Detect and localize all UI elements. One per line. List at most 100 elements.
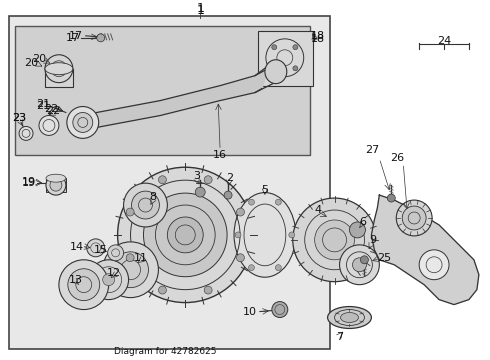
Circle shape	[396, 200, 432, 236]
Circle shape	[275, 265, 281, 271]
Circle shape	[39, 116, 59, 135]
Text: 4: 4	[314, 205, 321, 215]
Text: Diagram for 42782625: Diagram for 42782625	[114, 347, 217, 356]
Circle shape	[51, 61, 67, 77]
Circle shape	[126, 208, 134, 216]
Circle shape	[315, 220, 354, 260]
Circle shape	[237, 254, 245, 262]
Text: 12: 12	[106, 268, 121, 278]
Circle shape	[45, 55, 73, 83]
Ellipse shape	[45, 63, 73, 75]
Circle shape	[272, 66, 277, 71]
Bar	[46, 178, 66, 192]
Circle shape	[293, 198, 376, 282]
Circle shape	[118, 167, 253, 302]
Text: 19: 19	[22, 178, 36, 188]
Text: 16: 16	[213, 150, 227, 160]
Text: 3: 3	[193, 171, 200, 181]
Circle shape	[340, 245, 379, 285]
Text: 5: 5	[261, 185, 269, 195]
Text: 1: 1	[196, 3, 204, 15]
Text: 13: 13	[69, 275, 83, 285]
Circle shape	[402, 206, 426, 230]
Circle shape	[144, 193, 227, 277]
Text: 9: 9	[369, 235, 376, 245]
Circle shape	[293, 66, 298, 71]
Circle shape	[103, 274, 115, 286]
Text: 22: 22	[44, 104, 58, 113]
Circle shape	[113, 252, 148, 288]
Text: 19: 19	[22, 177, 36, 187]
Circle shape	[46, 175, 66, 195]
Text: 17: 17	[66, 33, 80, 43]
Circle shape	[108, 245, 123, 261]
Circle shape	[103, 242, 158, 298]
Circle shape	[73, 112, 93, 132]
Text: 24: 24	[437, 36, 451, 46]
Circle shape	[126, 254, 134, 262]
Text: 20: 20	[24, 58, 38, 68]
Circle shape	[50, 179, 62, 191]
Circle shape	[168, 217, 203, 253]
Circle shape	[248, 265, 254, 271]
Circle shape	[293, 45, 298, 50]
Circle shape	[131, 191, 159, 219]
Circle shape	[158, 286, 167, 294]
Text: 18: 18	[311, 34, 325, 44]
Circle shape	[419, 250, 449, 280]
Circle shape	[224, 191, 232, 199]
Circle shape	[68, 269, 99, 301]
Text: 21: 21	[36, 100, 50, 111]
Circle shape	[89, 260, 128, 300]
Text: 10: 10	[243, 306, 257, 316]
Circle shape	[387, 194, 395, 202]
Ellipse shape	[341, 312, 359, 323]
Polygon shape	[371, 195, 479, 305]
Text: 2: 2	[226, 173, 234, 183]
Text: 25: 25	[377, 253, 392, 263]
Circle shape	[204, 286, 212, 294]
Ellipse shape	[234, 193, 296, 277]
Circle shape	[67, 107, 98, 138]
Text: 6: 6	[359, 217, 366, 227]
Bar	[258, 31, 313, 86]
Text: 20: 20	[32, 54, 46, 64]
Bar	[15, 26, 310, 155]
Text: 26: 26	[390, 153, 404, 163]
Circle shape	[235, 232, 241, 238]
Circle shape	[248, 199, 254, 205]
Text: 18: 18	[311, 31, 325, 41]
Polygon shape	[81, 69, 268, 130]
Circle shape	[123, 183, 168, 227]
Circle shape	[352, 258, 367, 272]
Text: 14: 14	[70, 242, 84, 252]
Circle shape	[98, 34, 104, 40]
Ellipse shape	[265, 60, 287, 84]
Bar	[45, 69, 73, 87]
Text: 8: 8	[149, 192, 156, 202]
Text: 22: 22	[46, 105, 60, 116]
Circle shape	[204, 176, 212, 184]
Text: 23: 23	[12, 113, 26, 123]
Text: 23: 23	[12, 113, 26, 123]
Circle shape	[158, 176, 167, 184]
Text: 11: 11	[133, 253, 147, 263]
Text: 7: 7	[336, 332, 343, 342]
Circle shape	[59, 260, 109, 310]
Circle shape	[237, 208, 245, 216]
Circle shape	[349, 222, 366, 238]
Ellipse shape	[328, 307, 371, 328]
Circle shape	[272, 45, 277, 50]
Circle shape	[361, 256, 368, 264]
Circle shape	[19, 126, 33, 140]
Circle shape	[272, 302, 288, 318]
Text: 21: 21	[36, 99, 50, 108]
Text: 17: 17	[69, 31, 83, 41]
Text: 1: 1	[196, 4, 204, 18]
Ellipse shape	[46, 174, 66, 182]
Circle shape	[289, 232, 295, 238]
Circle shape	[275, 199, 281, 205]
Circle shape	[87, 239, 105, 257]
Text: 27: 27	[365, 145, 380, 155]
Circle shape	[195, 187, 205, 197]
